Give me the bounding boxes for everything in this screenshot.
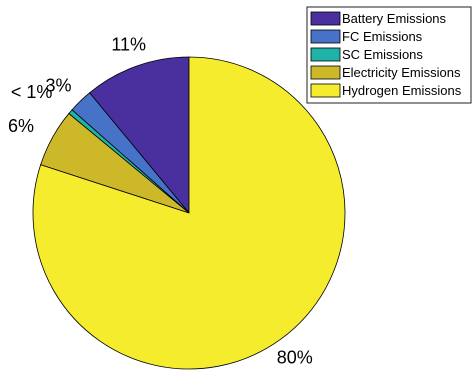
pie-slice-hydrogen-emissions: [32, 56, 346, 370]
legend: Battery Emissions FC Emissions SC Emission…: [306, 6, 472, 104]
pie-slices: [32, 56, 346, 370]
legend-swatch-sc-emissions: [310, 47, 341, 62]
legend-swatch-hydrogen-emissions: [310, 83, 341, 98]
legend-label-battery-emissions: Battery Emissions: [342, 11, 447, 26]
pie-label-electricity-emissions: 6%: [8, 116, 34, 136]
legend-swatch-battery-emissions: [310, 11, 341, 26]
legend-label-hydrogen-emissions: Hydrogen Emissions: [342, 83, 462, 98]
legend-label-electricity-emissions: Electricity Emissions: [342, 65, 461, 80]
legend-swatch-fc-emissions: [310, 29, 341, 44]
pie-labels: 11% 3%< 1% 6% 80%: [8, 34, 313, 367]
pie-label-sc-emissions: < 1%: [11, 82, 53, 102]
legend-swatch-electricity-emissions: [310, 65, 341, 80]
pie-label-hydrogen-emissions: 80%: [277, 347, 313, 367]
legend-label-fc-emissions: FC Emissions: [342, 29, 423, 44]
pie-slice-battery-emissions: [88, 56, 190, 215]
legend-label-sc-emissions: SC Emissions: [342, 47, 423, 62]
pie-label-battery-emissions: 11%: [111, 34, 146, 54]
pie-label-fc-emissions: 3%: [46, 75, 72, 95]
